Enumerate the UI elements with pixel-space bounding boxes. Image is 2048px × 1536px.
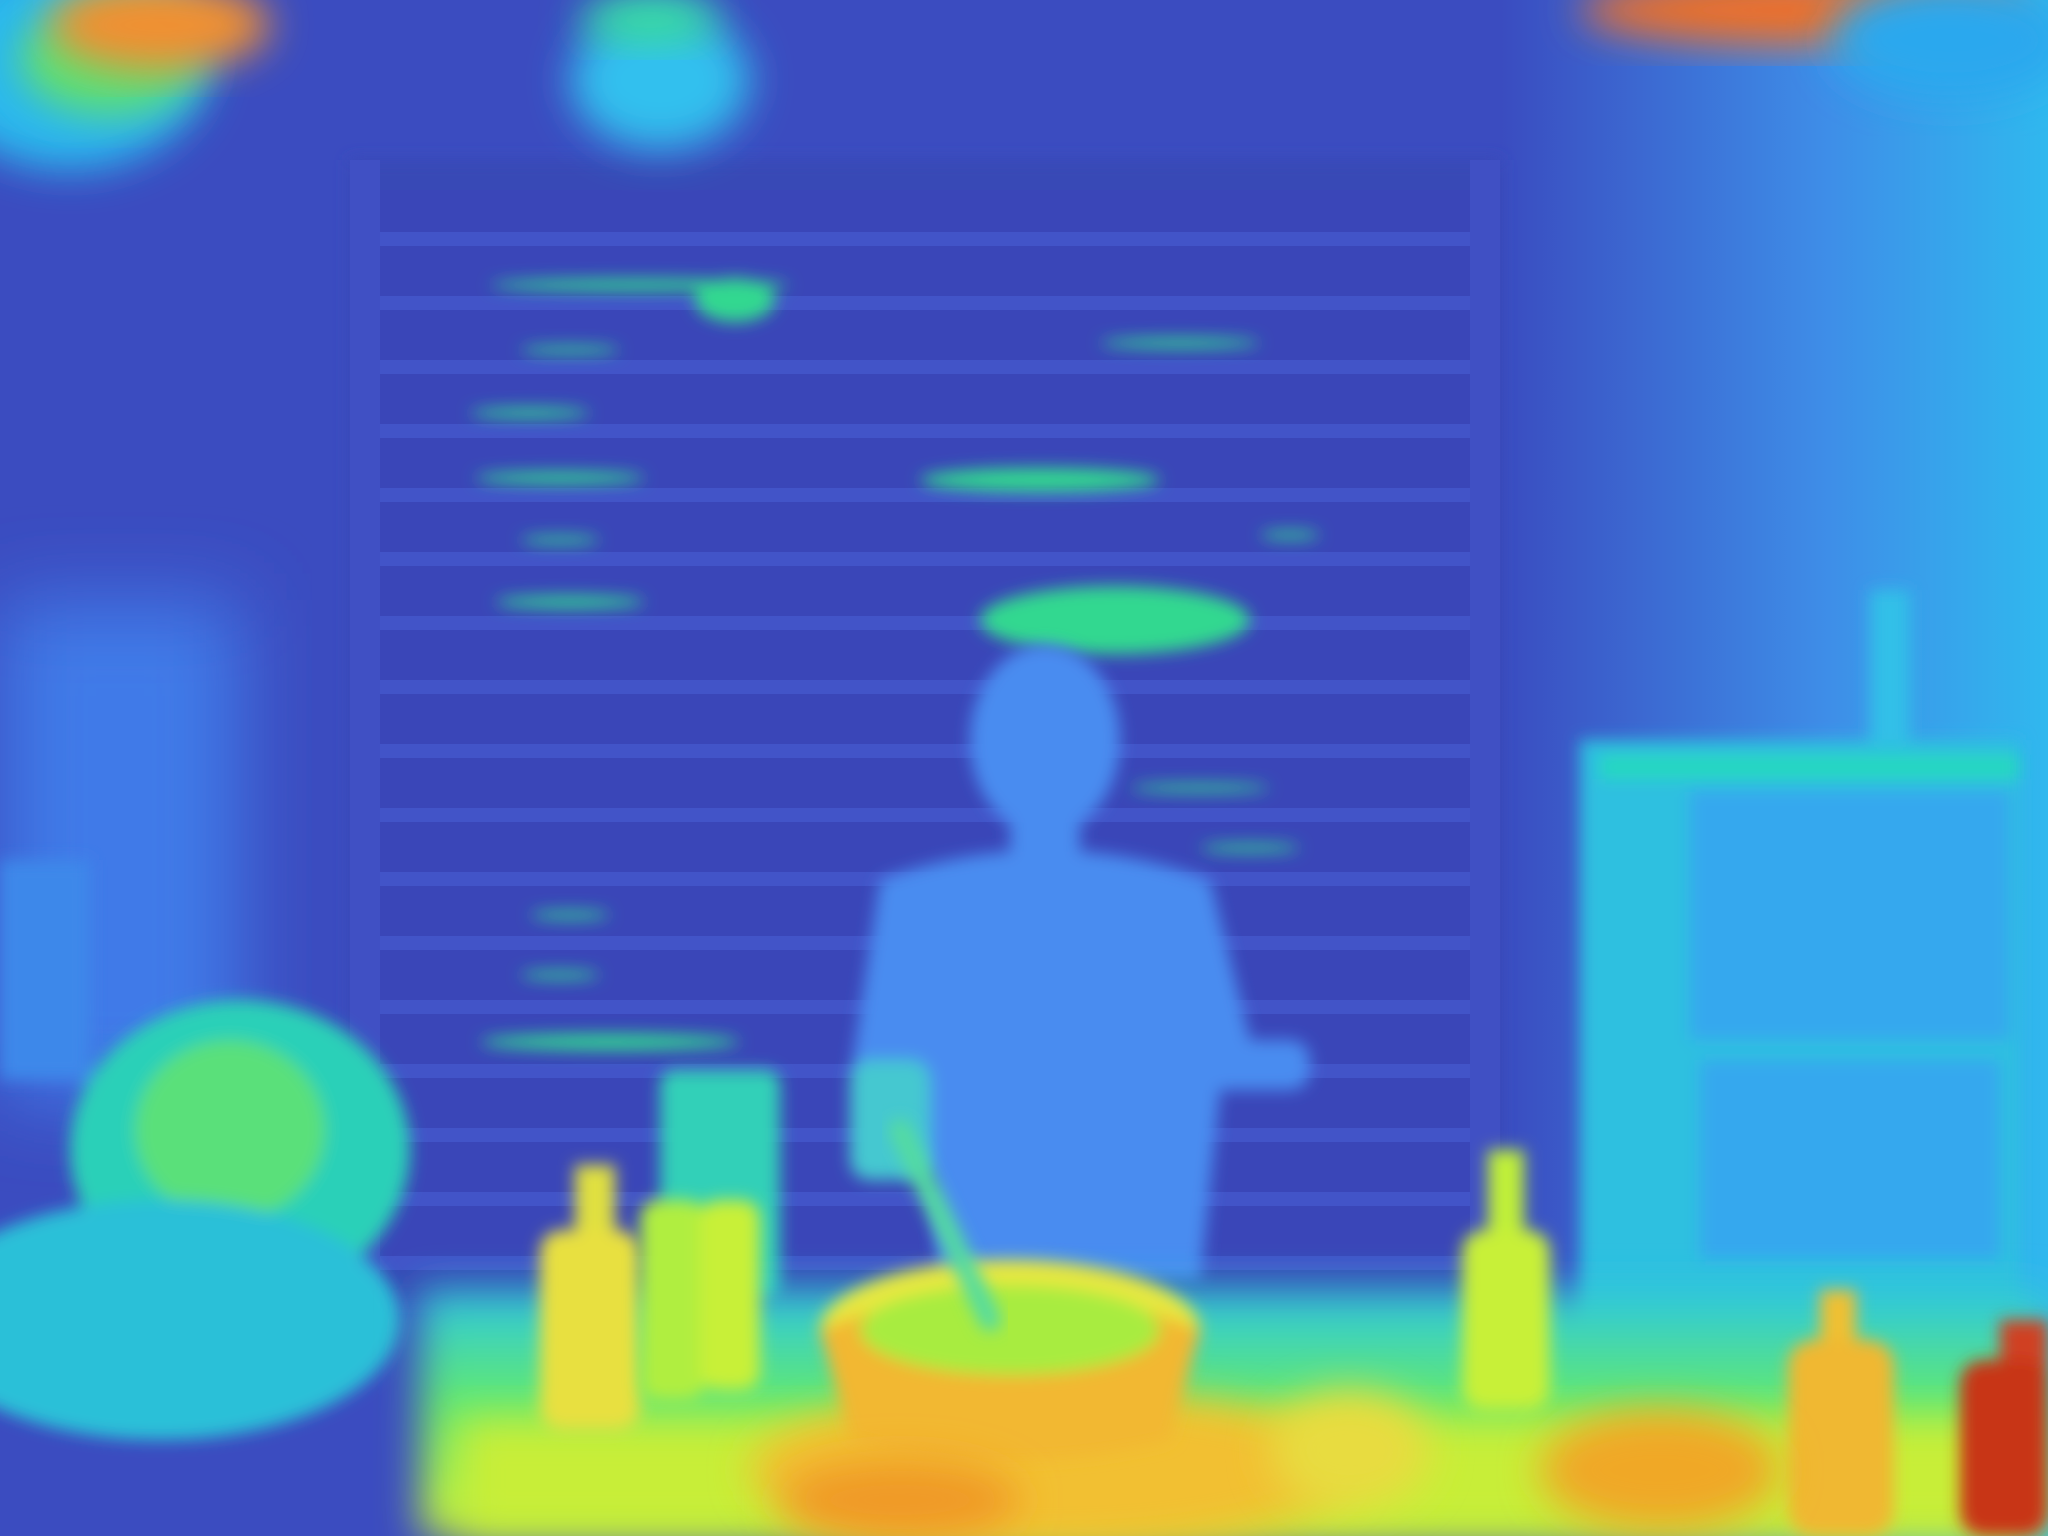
bottle-center: [1462, 1150, 1550, 1410]
bottle-right: [1788, 1290, 1894, 1536]
cooking-pot: [820, 1260, 1200, 1460]
wooden-spoon: [889, 1119, 1001, 1331]
foreground-items: [780, 1390, 1780, 1536]
glass-jars: [640, 1200, 760, 1400]
side-cabinet-right: [1580, 590, 2020, 1340]
bottle-left: [540, 1165, 640, 1430]
counter-foreground: [420, 1290, 2048, 1536]
bottle-far-right: [1960, 1320, 2048, 1536]
shelf-light-streaks: [470, 278, 1320, 1050]
ceiling-lights: [0, 0, 2048, 170]
stool-left: [0, 860, 410, 1440]
